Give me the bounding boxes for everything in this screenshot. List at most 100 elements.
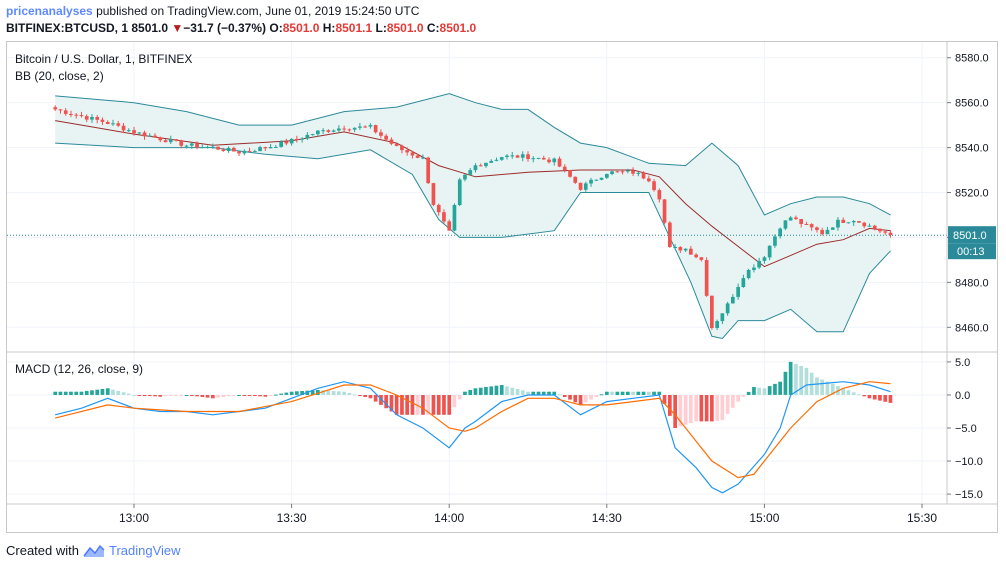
macd-histogram-bar <box>499 385 504 395</box>
macd-histogram-bar <box>373 395 378 402</box>
price-pane[interactable] <box>7 93 947 340</box>
macd-pane[interactable] <box>53 361 893 494</box>
macd-histogram-bar <box>121 392 126 395</box>
candle-body <box>767 245 772 258</box>
close-label: C: <box>426 21 440 35</box>
macd-histogram-bar <box>583 395 588 403</box>
candle-body <box>326 130 331 132</box>
candle-body <box>247 150 252 152</box>
candle-body <box>321 130 325 132</box>
macd-histogram-bar <box>457 395 462 400</box>
macd-histogram-bar <box>568 395 572 400</box>
macd-histogram-bar <box>163 395 168 397</box>
macd-histogram-bar <box>79 391 84 395</box>
candle-body <box>689 248 693 255</box>
tradingview-brand[interactable]: TradingView <box>108 543 181 558</box>
candle-body <box>678 247 683 251</box>
candle-body <box>468 170 473 175</box>
candle-body <box>331 130 336 132</box>
macd-histogram-bar <box>400 395 404 415</box>
candle-body <box>205 146 210 148</box>
macd-histogram-bar <box>599 394 604 396</box>
high-label: H: <box>322 21 336 35</box>
candle-body <box>715 321 719 328</box>
symbol: BITFINEX:BTCUSD, 1 <box>6 21 129 35</box>
candle-body <box>641 172 646 179</box>
candle-body <box>872 225 877 229</box>
candle-body <box>473 165 478 171</box>
macd-histogram-bar <box>279 393 283 395</box>
candle-body <box>494 159 499 161</box>
candle-body <box>342 128 346 130</box>
chart-canvas[interactable]: 8460.08480.08500.08520.08540.08560.08580… <box>7 42 997 532</box>
candle-body <box>647 178 651 182</box>
macd-histogram-bar <box>505 386 509 395</box>
macd-histogram-bar <box>720 395 725 421</box>
macd-histogram-bar <box>825 381 830 395</box>
candle-body <box>605 174 609 178</box>
macd-histogram-bar <box>846 390 851 395</box>
macd-histogram-bar <box>168 395 173 396</box>
macd-histogram-bar <box>232 395 236 396</box>
candle-body <box>95 117 100 120</box>
macd-histogram-bar <box>379 395 383 405</box>
candle-body <box>620 171 625 173</box>
macd-histogram-bar <box>463 391 467 395</box>
macd-histogram-bar <box>342 391 346 395</box>
candle-body <box>731 296 735 304</box>
macd-histogram-bar <box>552 391 557 395</box>
candle-body <box>694 254 698 258</box>
candle-body <box>804 224 809 225</box>
candle-body <box>426 157 430 184</box>
macd-histogram-bar <box>605 391 609 395</box>
time-axis-label: 14:00 <box>434 511 464 525</box>
candle-body <box>809 224 814 228</box>
macd-histogram-bar <box>562 395 567 397</box>
low-label: L: <box>375 21 387 35</box>
macd-histogram-bar <box>767 386 772 395</box>
macd-histogram-bar <box>620 391 625 395</box>
candle-body <box>457 179 462 205</box>
candle-body <box>405 150 409 153</box>
macd-histogram-bar <box>478 387 483 395</box>
macd-histogram-bar <box>689 395 693 424</box>
macd-histogram-bar <box>63 391 68 395</box>
macd-histogram-bar <box>494 385 499 395</box>
macd-histogram-bar <box>268 395 273 396</box>
price-pane-title: Bitcoin / U.S. Dollar, 1, BITFINEX <box>15 52 192 66</box>
macd-histogram-bar <box>631 391 635 395</box>
candle-body <box>557 158 562 167</box>
macd-histogram-bar <box>100 389 105 395</box>
macd-histogram-bar <box>615 391 620 395</box>
candle-body <box>258 147 262 152</box>
candle-body <box>820 230 824 235</box>
macd-histogram-bar <box>694 395 698 422</box>
macd-histogram-bar <box>857 394 861 396</box>
footer: Created with TradingView <box>6 543 181 558</box>
macd-histogram-bar <box>878 395 882 401</box>
macd-line <box>55 381 891 494</box>
macd-histogram-bar <box>757 387 761 395</box>
candle-body <box>274 147 278 148</box>
candle-body <box>836 219 840 228</box>
macd-histogram-bar <box>673 395 677 428</box>
candle-body <box>242 150 247 154</box>
chart-frame[interactable]: 8460.08480.08500.08520.08540.08560.08580… <box>6 41 998 533</box>
candle-body <box>100 119 105 122</box>
candle-body <box>725 303 730 314</box>
candle-body <box>279 141 283 147</box>
author-name[interactable]: pricenanalyses <box>6 4 93 18</box>
candle-body <box>594 179 599 181</box>
chart-header: pricenanalyses published on TradingView.… <box>6 3 996 39</box>
candle-body <box>105 122 110 124</box>
macd-histogram-bar <box>116 391 121 395</box>
candle-body <box>300 138 304 140</box>
candle-body <box>410 152 415 156</box>
time-axis-label: 13:00 <box>119 511 149 525</box>
candle-body <box>799 219 803 224</box>
candle-body <box>447 221 452 231</box>
macd-histogram-bar <box>841 388 846 395</box>
macd-histogram-bar <box>226 395 231 397</box>
candle-body <box>830 227 835 230</box>
candle-body <box>289 138 294 144</box>
